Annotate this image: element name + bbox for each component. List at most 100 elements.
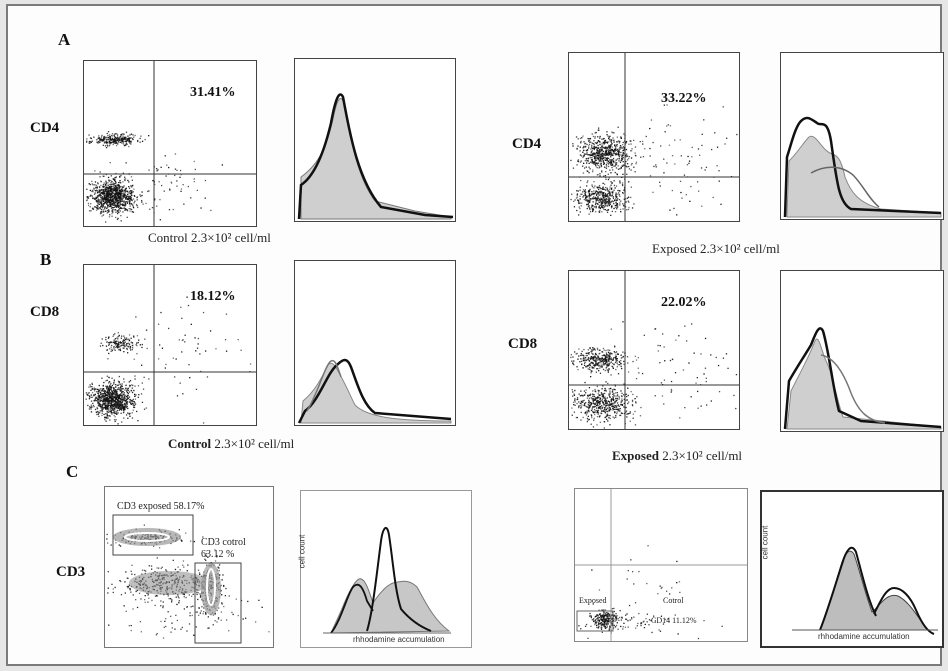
event-dot <box>604 147 606 149</box>
event-dot <box>99 397 101 399</box>
event-dot <box>584 404 586 407</box>
event-dot <box>116 204 119 206</box>
event-dot <box>126 210 129 212</box>
event-dot <box>130 349 132 351</box>
event-dot <box>722 106 724 108</box>
event-dot <box>102 394 104 396</box>
event-dot <box>117 201 119 203</box>
event-dot <box>573 360 575 362</box>
event-dot <box>593 147 595 149</box>
event-dot <box>105 210 107 212</box>
event-dot <box>107 200 109 202</box>
event-dot <box>127 387 129 389</box>
event-dot <box>108 387 110 389</box>
event-dot <box>116 138 118 140</box>
event-dot <box>117 138 120 140</box>
event-dot <box>718 391 721 393</box>
event-dot <box>663 379 666 381</box>
event-dot <box>119 404 121 406</box>
event-dot <box>115 404 117 406</box>
event-dot <box>107 392 109 394</box>
event-dot <box>603 410 606 413</box>
event-dot <box>136 335 139 337</box>
event-dot <box>116 413 118 415</box>
event-dot <box>587 202 589 205</box>
event-dot <box>100 399 102 401</box>
event-dot <box>589 141 591 143</box>
event-dot <box>605 408 607 411</box>
caption-b-exposed-bold: Exposed <box>612 448 659 463</box>
event-dot <box>114 135 116 138</box>
event-dot <box>604 416 606 419</box>
event-dot <box>124 178 127 180</box>
event-dot <box>576 196 578 198</box>
event-dot <box>100 138 102 140</box>
event-dot <box>601 393 604 395</box>
event-dot <box>600 148 602 151</box>
event-dot <box>580 411 582 414</box>
event-dot <box>601 204 603 207</box>
event-dot <box>605 402 607 405</box>
event-dot <box>181 339 184 342</box>
panel-letter-a: A <box>58 30 71 49</box>
event-dot <box>107 136 110 139</box>
event-dot <box>117 340 119 342</box>
event-dot <box>110 201 112 203</box>
event-dot <box>102 191 104 193</box>
event-dot <box>103 182 105 184</box>
event-dot <box>130 197 132 199</box>
event-dot <box>598 396 600 398</box>
event-dot <box>108 344 110 346</box>
event-dot <box>610 409 612 411</box>
event-dot <box>119 196 122 199</box>
caption-b-control-bold: Control <box>168 436 212 451</box>
event-dot <box>114 389 116 391</box>
event-dot <box>122 404 124 406</box>
event-dot <box>616 158 618 160</box>
event-dot <box>599 359 601 362</box>
event-dot <box>599 198 601 200</box>
event-dot <box>615 400 617 402</box>
event-dot <box>595 196 597 198</box>
event-dot <box>612 399 615 402</box>
event-dot <box>603 404 605 406</box>
event-dot <box>119 383 121 385</box>
event-dot <box>619 195 621 197</box>
event-dot <box>115 401 117 403</box>
event-dot <box>611 182 613 185</box>
event-dot <box>608 357 610 360</box>
event-dot <box>119 400 121 403</box>
event-dot <box>590 194 592 197</box>
event-dot <box>118 381 120 384</box>
event-dot <box>132 384 134 387</box>
event-dot <box>586 181 588 184</box>
event-dot <box>111 133 114 135</box>
event-dot <box>587 137 589 140</box>
event-dot <box>610 163 612 165</box>
event-dot <box>617 198 619 200</box>
event-dot <box>576 397 579 399</box>
event-dot <box>612 393 614 395</box>
event-dot <box>174 168 177 170</box>
event-dot <box>113 348 115 350</box>
event-dot <box>112 143 114 146</box>
event-dot <box>601 145 603 147</box>
event-dot <box>128 192 130 194</box>
event-dot <box>735 374 738 376</box>
event-dot <box>613 395 615 397</box>
event-dot <box>127 407 129 410</box>
event-dot <box>612 151 614 153</box>
event-dot <box>98 194 100 196</box>
event-dot <box>122 398 125 400</box>
event-dot <box>616 408 618 410</box>
event-dot <box>118 395 120 398</box>
event-dot <box>105 403 107 405</box>
event-dot <box>93 197 95 199</box>
event-dot <box>96 187 98 189</box>
event-dot <box>130 203 132 205</box>
event-dot <box>113 403 115 406</box>
event-dot <box>671 389 673 392</box>
event-dot <box>605 359 607 362</box>
event-dot <box>141 191 143 193</box>
event-dot <box>602 385 604 387</box>
